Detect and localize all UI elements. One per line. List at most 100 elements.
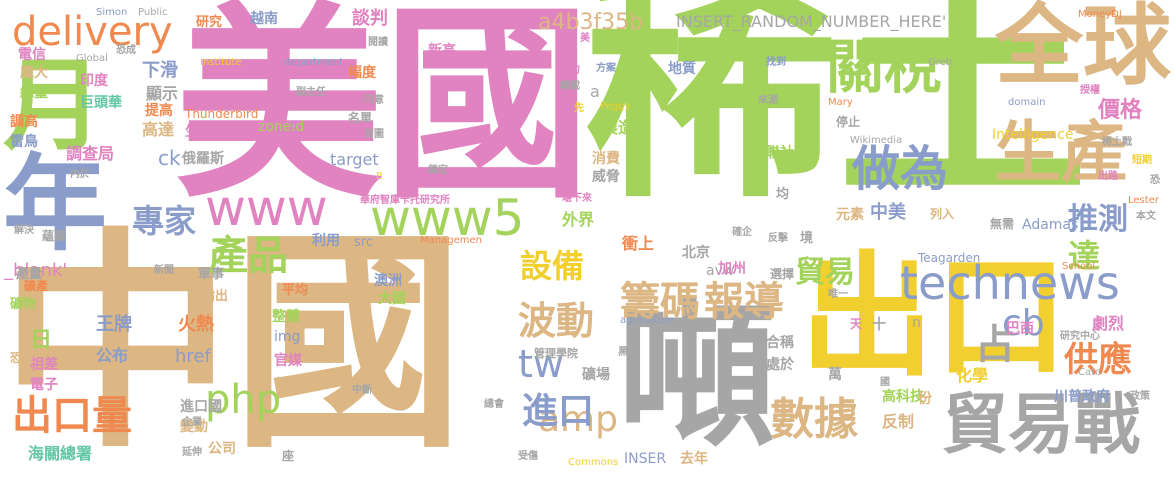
word: cb: [1002, 303, 1045, 344]
word: Simon: [96, 7, 128, 18]
word: 籌碼: [620, 279, 700, 325]
word: 劇烈: [1092, 314, 1125, 333]
word: domain: [1008, 97, 1046, 108]
word: 座: [282, 449, 295, 463]
word: 公布: [96, 346, 129, 365]
word: 研究: [196, 15, 223, 30]
word: 副主任: [296, 87, 326, 98]
word: 美國: [175, 0, 591, 227]
word: 合稱: [766, 335, 794, 351]
word: 中美: [870, 202, 906, 223]
word: 調高: [10, 114, 38, 130]
word: 生產國: [185, 124, 227, 140]
word: 出口量: [12, 393, 132, 439]
word: www: [205, 179, 328, 237]
word: 軍事: [198, 267, 225, 282]
word: 提高: [145, 103, 173, 119]
word: 做為: [852, 141, 949, 197]
word: 消費: [592, 151, 620, 167]
word: agriculture: [620, 315, 675, 326]
word: Global: [76, 53, 108, 64]
word: php: [205, 377, 282, 423]
word: 高科技: [882, 389, 924, 405]
word: a: [590, 82, 600, 101]
word: 化學: [956, 366, 989, 385]
word: 官媒: [274, 353, 302, 369]
word: 美聯社: [752, 145, 794, 161]
word: 鎖定: [428, 165, 448, 176]
word: 整體: [272, 309, 300, 325]
word: zoneid: [258, 119, 305, 135]
word: INSERT_RANDOM_NUMBER_HERE': [676, 12, 947, 31]
word: 處於: [766, 357, 794, 373]
word: 王牌: [96, 314, 132, 335]
word: Commons: [568, 457, 619, 468]
word: 占: [975, 322, 1015, 368]
word: 企業: [182, 417, 202, 428]
word: 找到: [766, 57, 786, 68]
word: 生產: [995, 114, 1127, 191]
word: 印度: [80, 73, 108, 89]
word: 指出: [202, 289, 229, 304]
word: a4b3f35b: [538, 10, 644, 35]
word: 稀土: [585, 0, 1090, 232]
word: ck: [158, 146, 181, 170]
word: 內於: [70, 169, 90, 180]
word: 幅度: [348, 65, 376, 81]
word: 名單: [348, 111, 373, 125]
word: 唯一: [828, 289, 848, 300]
word: src: [354, 235, 373, 250]
word: tw: [518, 342, 564, 386]
word: 恐成: [116, 45, 136, 56]
word: 解決: [14, 225, 34, 236]
word: Institute: [200, 57, 242, 68]
word: 華府智庫卡托研究所: [360, 195, 450, 206]
word: 相差: [30, 357, 58, 373]
word: 總量: [20, 85, 48, 101]
word: 產品: [208, 233, 288, 279]
word: Intelligence: [992, 127, 1074, 143]
word: 川普政府: [1054, 389, 1110, 405]
word: 恐: [1150, 175, 1160, 186]
word: 蘊藏: [42, 229, 67, 243]
word: 火熱: [178, 314, 214, 335]
word: 電信: [18, 47, 46, 63]
word: technews: [900, 256, 1120, 310]
word: 出路: [1098, 171, 1118, 182]
word: 巴西: [1006, 321, 1034, 337]
word: 研究中心: [1060, 331, 1100, 342]
word: 首圖: [364, 129, 384, 140]
word: School: [1062, 261, 1096, 272]
word: 元素: [836, 207, 864, 223]
word: avw: [706, 263, 735, 279]
word: Lester: [1128, 195, 1159, 206]
word: href: [175, 346, 211, 367]
word: 礦產: [24, 279, 49, 293]
word: 閱讀: [368, 37, 388, 48]
word: 談判: [352, 8, 388, 29]
word: 貿易: [795, 255, 855, 290]
word: 年: [3, 143, 108, 265]
word: 加州: [718, 261, 746, 277]
word: 關稅: [826, 33, 943, 101]
word: Managemen: [420, 235, 482, 246]
word: 新高: [428, 43, 456, 59]
word: 天: [850, 317, 863, 331]
word: 貿易戰: [942, 386, 1140, 463]
word: 外界: [562, 210, 595, 229]
word: 去年: [680, 451, 708, 467]
word: 雷鳥: [10, 134, 38, 150]
word: 巨頭華: [80, 95, 122, 111]
word: 境: [800, 231, 814, 246]
word: INSER: [624, 451, 667, 467]
word: 比率: [276, 377, 304, 393]
word: 俄羅斯: [182, 151, 224, 167]
word: 高達: [142, 120, 175, 139]
word: 北京: [682, 245, 710, 261]
word: 波動: [518, 299, 595, 343]
word: 魔大: [20, 65, 48, 81]
word: 本文: [1136, 211, 1156, 222]
word: 噸: [618, 285, 776, 469]
word: Greb: [928, 57, 953, 68]
word: 澳洲: [374, 273, 402, 289]
